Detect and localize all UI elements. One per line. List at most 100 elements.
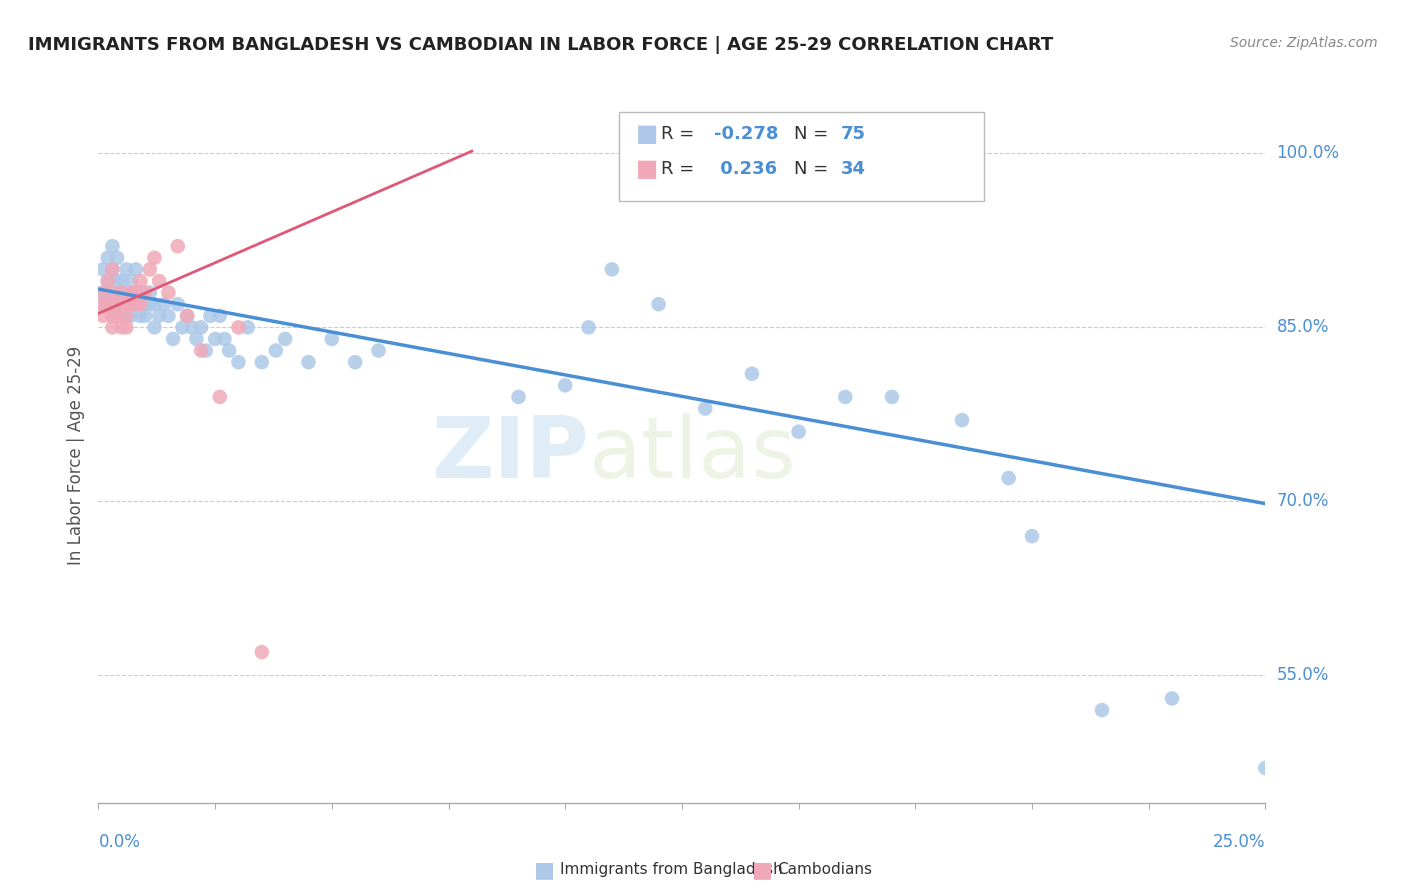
Point <box>134 309 156 323</box>
Point <box>997 471 1019 485</box>
Point <box>139 262 162 277</box>
Text: R =: R = <box>661 161 700 178</box>
Text: R =: R = <box>661 125 700 143</box>
Point <box>950 413 973 427</box>
Point <box>508 390 530 404</box>
Point <box>101 309 124 323</box>
Point <box>115 320 138 334</box>
Point <box>250 645 273 659</box>
Point <box>105 274 128 288</box>
Point <box>97 274 120 288</box>
Point <box>143 297 166 311</box>
Point <box>115 285 138 300</box>
Point <box>134 297 156 311</box>
Point <box>129 309 152 323</box>
Point <box>91 285 114 300</box>
Point <box>143 251 166 265</box>
Point <box>190 320 212 334</box>
Point <box>111 274 134 288</box>
Point <box>194 343 217 358</box>
Point <box>111 285 134 300</box>
Point <box>834 390 856 404</box>
Text: N =: N = <box>794 161 834 178</box>
Text: ■: ■ <box>636 122 658 145</box>
Text: ■: ■ <box>636 158 658 181</box>
Text: 34: 34 <box>841 161 866 178</box>
Point <box>129 274 152 288</box>
Point <box>1091 703 1114 717</box>
Point <box>176 309 198 323</box>
Point <box>600 262 623 277</box>
Point <box>101 320 124 334</box>
Point <box>214 332 236 346</box>
Point <box>134 285 156 300</box>
Point <box>741 367 763 381</box>
Point <box>91 309 114 323</box>
Point <box>139 285 162 300</box>
Point <box>91 285 114 300</box>
Point <box>143 320 166 334</box>
Text: Source: ZipAtlas.com: Source: ZipAtlas.com <box>1230 36 1378 50</box>
Point <box>115 262 138 277</box>
Point <box>120 297 142 311</box>
Text: -0.278: -0.278 <box>714 125 779 143</box>
Text: 70.0%: 70.0% <box>1277 492 1329 510</box>
Text: Cambodians: Cambodians <box>778 863 873 877</box>
Point <box>120 309 142 323</box>
Point <box>125 285 148 300</box>
Point <box>1254 761 1277 775</box>
Point <box>129 297 152 311</box>
Point <box>115 309 138 323</box>
Point <box>115 297 138 311</box>
Point <box>139 297 162 311</box>
Point <box>172 320 194 334</box>
Point <box>97 297 120 311</box>
Point <box>125 297 148 311</box>
Point <box>105 297 128 311</box>
Text: 75: 75 <box>841 125 866 143</box>
Point <box>101 262 124 277</box>
Point <box>554 378 576 392</box>
Point <box>695 401 717 416</box>
Point <box>578 320 600 334</box>
Point <box>274 332 297 346</box>
Point <box>101 309 124 323</box>
Point <box>186 332 208 346</box>
Point <box>111 297 134 311</box>
Y-axis label: In Labor Force | Age 25-29: In Labor Force | Age 25-29 <box>66 345 84 565</box>
Point <box>111 285 134 300</box>
Point <box>152 297 174 311</box>
Text: N =: N = <box>794 125 834 143</box>
Point <box>162 332 184 346</box>
Point <box>228 355 250 369</box>
Point <box>148 274 170 288</box>
Point <box>321 332 343 346</box>
Point <box>204 332 226 346</box>
Point <box>218 343 240 358</box>
Text: IMMIGRANTS FROM BANGLADESH VS CAMBODIAN IN LABOR FORCE | AGE 25-29 CORRELATION C: IMMIGRANTS FROM BANGLADESH VS CAMBODIAN … <box>28 36 1053 54</box>
Point <box>97 297 120 311</box>
Point <box>105 309 128 323</box>
Point <box>236 320 259 334</box>
Point <box>787 425 810 439</box>
Point <box>1161 691 1184 706</box>
Point <box>125 262 148 277</box>
Point <box>367 343 389 358</box>
Point <box>148 309 170 323</box>
Point <box>97 251 120 265</box>
Point <box>157 285 180 300</box>
Point <box>129 285 152 300</box>
Point <box>228 320 250 334</box>
Point <box>125 297 148 311</box>
Point <box>297 355 319 369</box>
Point <box>200 309 222 323</box>
Point <box>91 297 114 311</box>
Point <box>91 297 114 311</box>
Point <box>166 297 188 311</box>
Point <box>190 343 212 358</box>
Point <box>101 239 124 253</box>
Text: ■: ■ <box>534 860 555 880</box>
Point <box>105 297 128 311</box>
Text: 85.0%: 85.0% <box>1277 318 1329 336</box>
Text: Immigrants from Bangladesh: Immigrants from Bangladesh <box>560 863 782 877</box>
